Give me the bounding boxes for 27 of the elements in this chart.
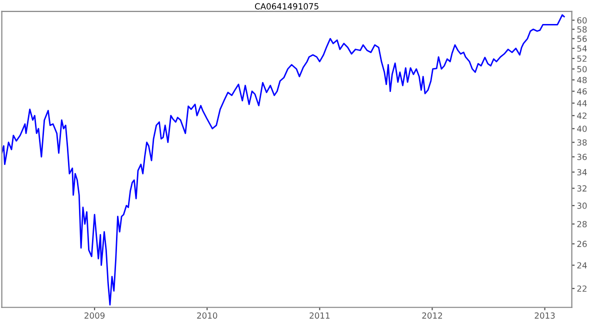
y-tick-label: 34 bbox=[577, 169, 587, 176]
y-tick-label: 36 bbox=[577, 154, 587, 160]
y-tick-label: 52 bbox=[577, 55, 586, 62]
x-tick-label: 2010 bbox=[197, 312, 218, 319]
y-tick-label: 40 bbox=[577, 126, 587, 132]
y-tick-label: 54 bbox=[577, 45, 587, 52]
y-tick-label: 22 bbox=[577, 285, 586, 292]
y-tick-label: 38 bbox=[577, 139, 587, 146]
x-tick-label: 2013 bbox=[534, 312, 555, 319]
x-tick-label: 2012 bbox=[422, 312, 442, 319]
x-tick-label: 2009 bbox=[84, 312, 105, 319]
y-tick-label: 32 bbox=[577, 185, 586, 192]
y-tick-label: 24 bbox=[577, 262, 587, 268]
x-tick-label: 2011 bbox=[310, 312, 330, 319]
y-tick-label: 46 bbox=[577, 88, 587, 95]
y-tick-label: 44 bbox=[577, 100, 587, 106]
chart-title: CA0641491075 bbox=[254, 3, 318, 10]
y-tick-label: 28 bbox=[577, 220, 587, 228]
y-tick-label: 60 bbox=[577, 17, 587, 24]
y-tick-label: 56 bbox=[577, 36, 587, 42]
y-tick-label: 58 bbox=[577, 26, 587, 33]
y-tick-label: 26 bbox=[577, 240, 587, 248]
y-tick-label: 42 bbox=[577, 112, 586, 119]
y-tick-label: 48 bbox=[577, 76, 587, 84]
line-series bbox=[2, 14, 565, 306]
y-tick-label: 30 bbox=[577, 202, 587, 209]
y-tick-label: 50 bbox=[577, 66, 587, 72]
